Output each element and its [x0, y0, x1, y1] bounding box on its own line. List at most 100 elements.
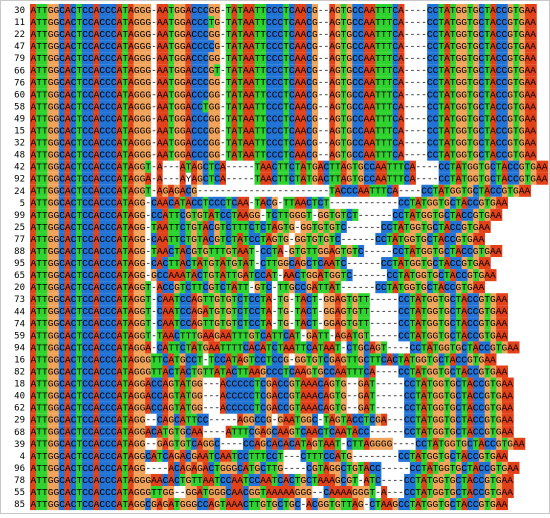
- row-label: 18: [14, 380, 25, 390]
- base-cell: [122, 401, 129, 414]
- base-cell: [47, 401, 54, 414]
- base-cell: [156, 160, 163, 173]
- base-cell: [507, 4, 514, 17]
- base-cell: [496, 40, 503, 53]
- base-cell: [277, 40, 284, 53]
- base-cell: [99, 281, 106, 294]
- base-cell: [340, 413, 347, 426]
- base-cell: [133, 305, 140, 318]
- base-cell: [283, 88, 290, 101]
- base-cell: [409, 172, 416, 185]
- base-cell: [271, 498, 278, 511]
- base-cell: [237, 413, 244, 426]
- base-cell: [346, 293, 353, 306]
- base-cell: [76, 461, 83, 474]
- base-cell: [168, 473, 175, 486]
- base-cell: [507, 124, 514, 137]
- base-cell: [242, 88, 250, 101]
- base-cell: [156, 208, 163, 221]
- base-cell: [225, 124, 232, 137]
- base-cell: [122, 389, 129, 402]
- base-cell: [47, 28, 54, 41]
- base-cell: [317, 196, 324, 209]
- base-cell: [329, 232, 336, 245]
- base-cell: [444, 461, 451, 474]
- base-cell: [133, 208, 140, 221]
- base-cell: [185, 16, 192, 29]
- base-cell: [162, 269, 169, 282]
- base-cell: [133, 498, 140, 511]
- base-cell: [432, 112, 439, 125]
- base-cell: [271, 52, 278, 65]
- base-cell: [58, 486, 65, 499]
- base-cell: [30, 401, 37, 414]
- base-cell: [87, 329, 94, 342]
- base-cell: [335, 389, 342, 402]
- base-cell: [104, 281, 111, 294]
- base-cell: [30, 425, 37, 438]
- base-cell: [265, 329, 273, 342]
- base-cell: [93, 329, 100, 342]
- base-cell: [47, 136, 54, 149]
- base-cell: [116, 220, 123, 233]
- base-cell: [484, 16, 491, 29]
- base-cell: [415, 341, 422, 354]
- base-cell: [64, 136, 71, 149]
- base-cell: [501, 305, 509, 318]
- base-cell: [104, 401, 111, 414]
- base-cell: [110, 317, 117, 330]
- base-cell: [231, 486, 238, 499]
- base-cell: [467, 437, 474, 450]
- base-cell: [70, 172, 77, 185]
- base-cell: [260, 136, 267, 149]
- base-cell: [450, 425, 457, 438]
- base-cell: [145, 353, 152, 366]
- base-cell: [110, 52, 117, 65]
- base-cell: [450, 4, 457, 17]
- base-cell: [283, 232, 290, 245]
- base-cell: [99, 112, 106, 125]
- base-cell: [139, 329, 146, 342]
- base-cell: [145, 52, 152, 65]
- base-cell: [248, 148, 255, 161]
- base-cell: [231, 401, 238, 414]
- base-cell: [93, 136, 100, 149]
- base-cell: [300, 124, 307, 137]
- base-cell: [432, 425, 439, 438]
- base-cell: [289, 4, 296, 17]
- base-cell: [289, 269, 296, 282]
- base-cell: [277, 124, 284, 137]
- base-cell: [392, 136, 399, 149]
- base-cell: [507, 16, 514, 29]
- base-cell: [99, 148, 106, 161]
- base-cell: [122, 148, 129, 161]
- base-cell: [110, 486, 117, 499]
- base-cell: [398, 172, 405, 185]
- base-cell: [202, 365, 209, 378]
- base-cell: [104, 100, 111, 113]
- base-cell: [225, 52, 232, 65]
- base-cell: [185, 88, 192, 101]
- base-cell: [513, 437, 520, 450]
- base-cell: [300, 232, 307, 245]
- base-cell: [53, 425, 60, 438]
- base-cell: [127, 16, 134, 29]
- base-cell: [346, 28, 353, 41]
- base-cell: [110, 232, 117, 245]
- base-cell: [260, 160, 267, 173]
- base-cell: [58, 184, 65, 197]
- base-cell: [133, 353, 140, 366]
- base-cell: [168, 148, 175, 161]
- base-cell: [381, 232, 388, 245]
- base-cell: [542, 172, 549, 185]
- base-cell: [415, 365, 422, 378]
- base-cell: [409, 208, 416, 221]
- base-cell: [168, 64, 175, 77]
- base-cell: [127, 401, 134, 414]
- base-cell: [455, 413, 462, 426]
- base-cell: [484, 341, 491, 354]
- base-cell: [329, 353, 336, 366]
- base-cell: [392, 52, 399, 65]
- base-cell: [93, 28, 100, 41]
- base-cell: [53, 413, 60, 426]
